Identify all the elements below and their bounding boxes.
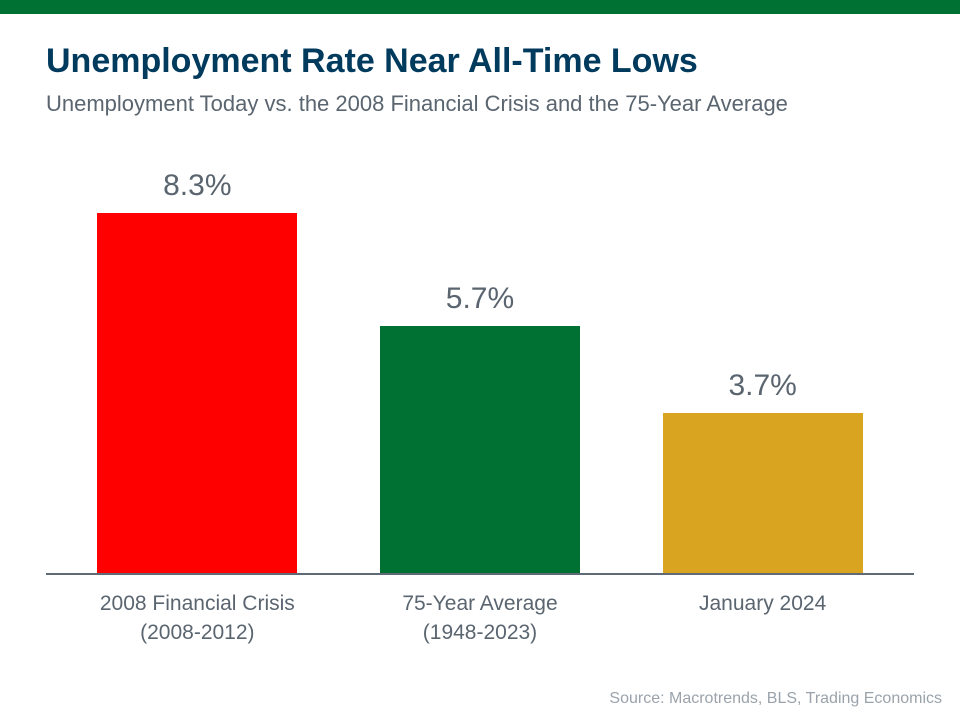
category-label-line2: (2008-2012): [140, 621, 254, 644]
chart-area: 8.3% 5.7% 3.7% 2008 Financial Crisis (20…: [46, 177, 914, 647]
source-attribution: Source: Macrotrends, BLS, Trading Econom…: [609, 690, 942, 708]
chart-subtitle: Unemployment Today vs. the 2008 Financia…: [46, 91, 914, 117]
bar: [380, 326, 580, 573]
category-label-line1: 2008 Financial Crisis: [100, 592, 295, 615]
category-label-line1: January 2024: [699, 592, 826, 615]
bar: [663, 413, 863, 573]
bar-group: 8.3%: [56, 169, 339, 573]
category-label-line1: 75-Year Average: [402, 592, 557, 615]
bar-group: 3.7%: [621, 369, 904, 573]
bar-value-label: 5.7%: [446, 282, 514, 316]
category-label: January 2024: [621, 580, 904, 647]
top-accent-bar: [0, 0, 960, 14]
bars-row: 8.3% 5.7% 3.7%: [46, 177, 914, 575]
category-labels-row: 2008 Financial Crisis (2008-2012) 75-Yea…: [46, 580, 914, 647]
bar-value-label: 3.7%: [728, 369, 796, 403]
category-label-line2: (1948-2023): [423, 621, 537, 644]
bar-value-label: 8.3%: [163, 169, 231, 203]
category-label: 2008 Financial Crisis (2008-2012): [56, 580, 339, 647]
chart-title: Unemployment Rate Near All-Time Lows: [46, 42, 914, 81]
chart-container: Unemployment Rate Near All-Time Lows Une…: [0, 14, 960, 647]
category-label: 75-Year Average (1948-2023): [339, 580, 622, 647]
bar: [97, 213, 297, 573]
bar-group: 5.7%: [339, 282, 622, 573]
